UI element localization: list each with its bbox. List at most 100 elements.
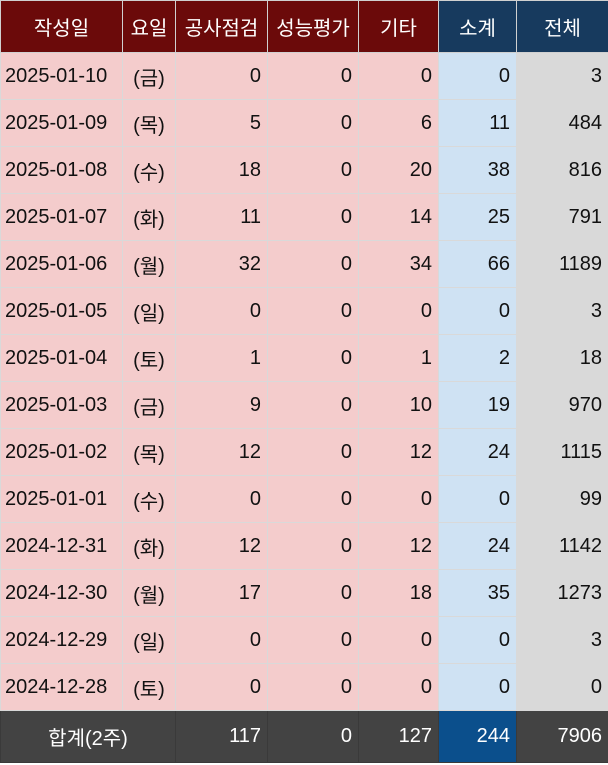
cell-subtotal: 35	[438, 569, 517, 617]
footer-inspection: 117	[175, 710, 268, 763]
cell-day: (수)	[122, 475, 176, 523]
cell-date: 2025-01-03	[0, 381, 123, 429]
cell-inspection: 0	[175, 52, 268, 100]
cell-other: 0	[358, 287, 439, 335]
cell-other: 0	[358, 663, 439, 711]
cell-day: (금)	[122, 381, 176, 429]
cell-evaluation: 0	[267, 569, 359, 617]
table-body: 2025-01-10 (금) 0 0 0 0 3 2025-01-09 (목) 5 0 6 11 484 2…	[0, 52, 608, 711]
cell-evaluation: 0	[267, 428, 359, 476]
cell-total: 99	[516, 475, 608, 523]
table-row: 2025-01-02 (목) 12 0 12 24 1115	[0, 428, 608, 476]
header-day: 요일	[122, 0, 176, 53]
cell-other: 20	[358, 146, 439, 194]
cell-day: (월)	[122, 240, 176, 288]
cell-day: (월)	[122, 569, 176, 617]
table-row: 2025-01-01 (수) 0 0 0 0 99	[0, 475, 608, 523]
cell-subtotal: 24	[438, 522, 517, 570]
cell-other: 0	[358, 616, 439, 664]
cell-day: (일)	[122, 616, 176, 664]
cell-total: 970	[516, 381, 608, 429]
footer-total: 7906	[516, 710, 608, 763]
table-row: 2025-01-09 (목) 5 0 6 11 484	[0, 99, 608, 147]
header-other: 기타	[358, 0, 439, 53]
cell-date: 2024-12-29	[0, 616, 123, 664]
table-row: 2025-01-08 (수) 18 0 20 38 816	[0, 146, 608, 194]
cell-evaluation: 0	[267, 475, 359, 523]
cell-date: 2024-12-28	[0, 663, 123, 711]
cell-evaluation: 0	[267, 146, 359, 194]
cell-total: 3	[516, 616, 608, 664]
cell-total: 3	[516, 52, 608, 100]
cell-date: 2025-01-02	[0, 428, 123, 476]
cell-evaluation: 0	[267, 663, 359, 711]
cell-total: 1115	[516, 428, 608, 476]
cell-day: (일)	[122, 287, 176, 335]
header-inspection: 공사점검	[175, 0, 268, 53]
footer-other: 127	[358, 710, 439, 763]
footer-subtotal: 244	[438, 710, 517, 763]
cell-subtotal: 24	[438, 428, 517, 476]
table-row: 2024-12-28 (토) 0 0 0 0 0	[0, 663, 608, 711]
cell-subtotal: 38	[438, 146, 517, 194]
cell-evaluation: 0	[267, 99, 359, 147]
cell-subtotal: 0	[438, 663, 517, 711]
cell-other: 0	[358, 52, 439, 100]
cell-subtotal: 25	[438, 193, 517, 241]
cell-inspection: 9	[175, 381, 268, 429]
table-row: 2024-12-31 (화) 12 0 12 24 1142	[0, 522, 608, 570]
cell-subtotal: 66	[438, 240, 517, 288]
cell-day: (화)	[122, 522, 176, 570]
cell-inspection: 0	[175, 616, 268, 664]
cell-subtotal: 11	[438, 99, 517, 147]
cell-evaluation: 0	[267, 616, 359, 664]
cell-date: 2025-01-07	[0, 193, 123, 241]
cell-evaluation: 0	[267, 52, 359, 100]
table-row: 2025-01-07 (화) 11 0 14 25 791	[0, 193, 608, 241]
header-date: 작성일	[0, 0, 123, 53]
cell-total: 791	[516, 193, 608, 241]
cell-date: 2024-12-31	[0, 522, 123, 570]
cell-total: 816	[516, 146, 608, 194]
table-row: 2025-01-03 (금) 9 0 10 19 970	[0, 381, 608, 429]
cell-other: 14	[358, 193, 439, 241]
cell-date: 2025-01-08	[0, 146, 123, 194]
cell-evaluation: 0	[267, 522, 359, 570]
table-row: 2025-01-10 (금) 0 0 0 0 3	[0, 52, 608, 100]
header-evaluation: 성능평가	[267, 0, 359, 53]
cell-day: (화)	[122, 193, 176, 241]
cell-inspection: 12	[175, 522, 268, 570]
cell-subtotal: 2	[438, 334, 517, 382]
cell-date: 2025-01-04	[0, 334, 123, 382]
cell-total: 0	[516, 663, 608, 711]
cell-evaluation: 0	[267, 287, 359, 335]
cell-total: 1189	[516, 240, 608, 288]
cell-day: (토)	[122, 334, 176, 382]
cell-inspection: 1	[175, 334, 268, 382]
cell-total: 484	[516, 99, 608, 147]
cell-inspection: 18	[175, 146, 268, 194]
cell-subtotal: 0	[438, 287, 517, 335]
cell-date: 2025-01-05	[0, 287, 123, 335]
table-row: 2025-01-06 (월) 32 0 34 66 1189	[0, 240, 608, 288]
cell-inspection: 11	[175, 193, 268, 241]
cell-inspection: 32	[175, 240, 268, 288]
table-row: 2024-12-30 (월) 17 0 18 35 1273	[0, 569, 608, 617]
cell-other: 12	[358, 428, 439, 476]
cell-inspection: 12	[175, 428, 268, 476]
table-row: 2024-12-29 (일) 0 0 0 0 3	[0, 616, 608, 664]
cell-date: 2025-01-01	[0, 475, 123, 523]
cell-total: 3	[516, 287, 608, 335]
cell-subtotal: 19	[438, 381, 517, 429]
cell-evaluation: 0	[267, 381, 359, 429]
cell-other: 34	[358, 240, 439, 288]
table-row: 2025-01-05 (일) 0 0 0 0 3	[0, 287, 608, 335]
cell-other: 1	[358, 334, 439, 382]
cell-other: 10	[358, 381, 439, 429]
cell-day: (목)	[122, 428, 176, 476]
cell-other: 6	[358, 99, 439, 147]
cell-inspection: 0	[175, 663, 268, 711]
cell-date: 2025-01-06	[0, 240, 123, 288]
cell-inspection: 5	[175, 99, 268, 147]
